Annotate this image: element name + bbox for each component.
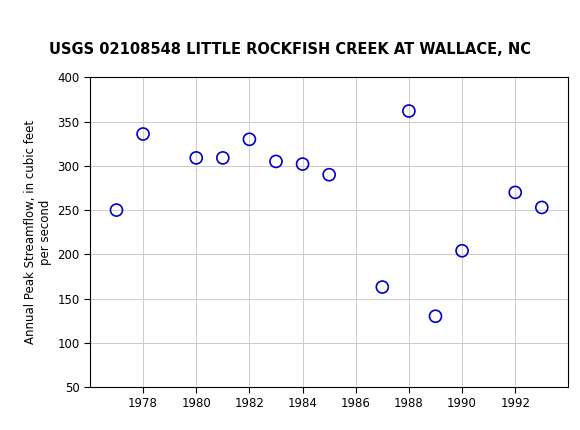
Y-axis label: Annual Peak Streamflow, in cubic feet
per second: Annual Peak Streamflow, in cubic feet pe…	[24, 120, 52, 344]
Point	[245, 136, 254, 143]
Point	[191, 154, 201, 161]
Point	[271, 158, 281, 165]
Point	[537, 204, 546, 211]
Point	[325, 171, 334, 178]
Point	[404, 108, 414, 114]
Text: ≋: ≋	[3, 8, 21, 28]
Text: USGS 02108548 LITTLE ROCKFISH CREEK AT WALLACE, NC: USGS 02108548 LITTLE ROCKFISH CREEK AT W…	[49, 42, 531, 57]
Point	[139, 131, 148, 138]
Point	[458, 247, 467, 254]
Point	[431, 313, 440, 319]
Point	[510, 189, 520, 196]
Point	[298, 161, 307, 168]
Text: USGS: USGS	[32, 9, 87, 27]
Point	[378, 284, 387, 291]
Point	[112, 207, 121, 214]
Point	[218, 154, 227, 161]
